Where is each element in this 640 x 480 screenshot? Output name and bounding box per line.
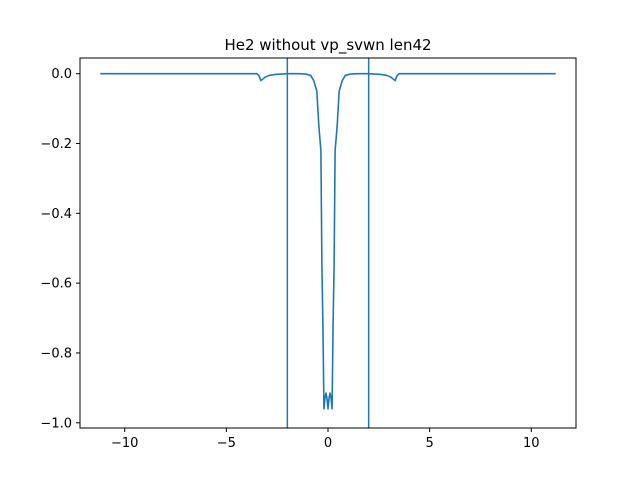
x-tick-label: −5 <box>217 436 236 451</box>
plot-area <box>100 58 556 428</box>
y-tick-label: −0.6 <box>40 277 72 292</box>
series-line-1 <box>100 72 556 410</box>
x-tick-label: 5 <box>425 436 433 451</box>
x-tick-label: −10 <box>111 436 138 451</box>
y-axis: 0.0 −0.2 −0.4 −0.6 −0.8 −1.0 <box>40 67 80 431</box>
y-tick-label: −0.2 <box>40 137 72 152</box>
y-tick-label: −0.8 <box>40 346 72 361</box>
x-tick-label: 0 <box>324 436 332 451</box>
x-tick-label: 10 <box>523 436 540 451</box>
axes-frame <box>79 57 577 429</box>
y-tick-label: −0.4 <box>40 207 72 222</box>
y-tick-label: −1.0 <box>40 416 72 431</box>
x-axis: −10 −5 0 5 10 <box>111 428 540 451</box>
y-tick-label: 0.0 <box>51 67 72 82</box>
chart-title: He2 without vp_svwn len42 <box>224 36 431 55</box>
